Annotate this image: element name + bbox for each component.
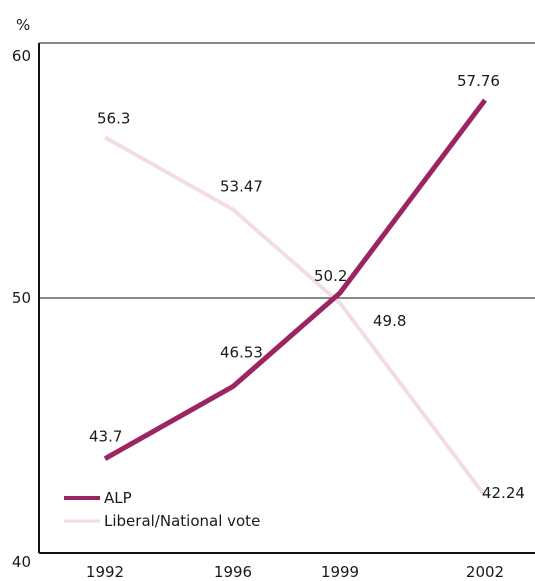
x-tick-label: 1999	[321, 563, 359, 581]
x-tick-label: 2002	[466, 563, 504, 581]
axes	[38, 42, 535, 554]
liberal-national-data-label: 56.3	[97, 109, 130, 127]
y-tick-labels: 40 50 60	[12, 47, 31, 571]
y-axis-unit-label: %	[16, 16, 30, 34]
y-tick-label: 50	[12, 289, 31, 307]
data-labels: 43.7 46.53 50.2 57.76 56.3 53.47 49.8 42.24	[89, 72, 525, 502]
alp-data-label: 46.53	[220, 343, 263, 361]
y-tick-label: 40	[12, 553, 31, 571]
liberal-national-series-line	[104, 135, 487, 498]
liberal-national-data-label: 53.47	[220, 178, 263, 196]
legend-alp-label: ALP	[104, 489, 132, 507]
legend: ALP Liberal/National vote	[64, 489, 260, 530]
series-lines	[103, 98, 487, 498]
x-tick-labels: 1992 1996 1999 2002	[86, 563, 504, 581]
alp-data-label: 43.7	[89, 428, 122, 446]
y-tick-label: 60	[12, 47, 31, 65]
liberal-national-data-label: 49.8	[373, 312, 406, 330]
legend-liberal-national-label: Liberal/National vote	[104, 512, 260, 530]
alp-series-line	[103, 98, 487, 461]
x-tick-label: 1996	[214, 563, 252, 581]
alp-data-label: 50.2	[314, 267, 347, 285]
alp-data-label: 57.76	[457, 72, 500, 90]
liberal-national-data-label: 42.24	[482, 484, 525, 502]
x-tick-label: 1992	[86, 563, 124, 581]
